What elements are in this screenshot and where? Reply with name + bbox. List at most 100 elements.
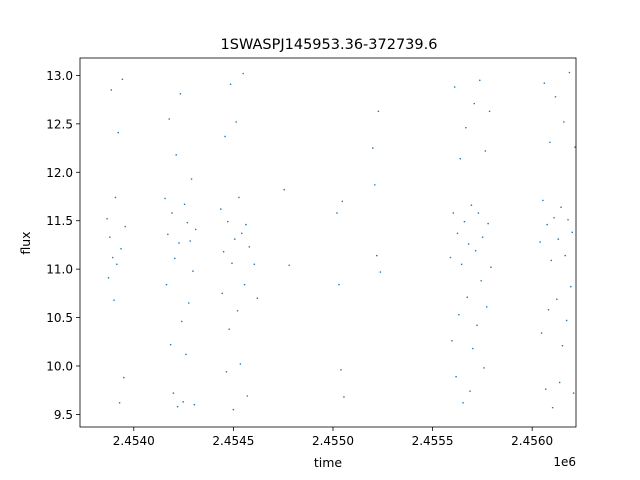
data-point — [235, 121, 237, 123]
data-point — [221, 292, 224, 295]
data-point — [556, 298, 558, 300]
data-point — [222, 250, 225, 253]
data-point — [192, 270, 194, 272]
x-axis: 2.4540 2.4545 2.4550 2.4555 2.4560 — [113, 427, 553, 448]
x-tick-label: 2.4550 — [312, 434, 354, 448]
data-point — [183, 203, 186, 206]
data-point — [564, 254, 567, 257]
data-point — [193, 403, 196, 406]
data-point — [549, 141, 551, 144]
data-point — [340, 369, 342, 371]
data-point — [178, 242, 180, 244]
data-point — [113, 299, 115, 301]
y-axis-label: flux — [18, 231, 33, 254]
data-point — [233, 238, 236, 240]
data-point — [238, 196, 240, 199]
data-point — [231, 262, 233, 265]
data-point — [248, 246, 251, 248]
data-point — [187, 302, 190, 304]
data-point — [189, 240, 191, 242]
y-tick-label: 12.5 — [46, 117, 73, 131]
data-point — [567, 218, 569, 221]
data-point — [481, 236, 484, 238]
data-point — [194, 228, 197, 231]
data-point — [175, 154, 178, 156]
data-point — [472, 347, 474, 350]
data-point — [111, 256, 114, 259]
data-point — [469, 390, 471, 392]
data-point — [228, 328, 230, 330]
x-tick-label: 2.4545 — [212, 434, 254, 448]
data-point — [240, 232, 243, 235]
data-point — [283, 188, 285, 191]
data-point — [465, 126, 467, 129]
data-point — [487, 222, 489, 225]
data-point — [553, 217, 555, 219]
y-tick-label: 10.0 — [46, 359, 73, 373]
y-tick-label: 11.5 — [46, 214, 73, 228]
data-point — [561, 344, 564, 347]
data-point — [467, 243, 470, 245]
data-point — [232, 408, 235, 411]
data-point — [338, 283, 340, 286]
y-tick-label: 10.5 — [46, 311, 73, 325]
y-tick-label: 11.0 — [46, 263, 73, 277]
data-point — [563, 121, 565, 123]
x-offset-label: 1e6 — [553, 455, 576, 469]
data-point — [546, 223, 548, 226]
data-point — [476, 324, 478, 327]
data-point — [474, 249, 477, 252]
data-point — [377, 110, 380, 113]
data-point — [551, 406, 554, 409]
data-point — [224, 135, 226, 138]
y-tick-label: 9.5 — [54, 408, 73, 422]
data-point — [463, 220, 466, 223]
data-point — [114, 196, 117, 199]
y-tick-label: 13.0 — [46, 69, 73, 83]
data-point — [109, 236, 111, 238]
data-point — [117, 131, 120, 134]
data-point — [172, 392, 175, 394]
data-point — [288, 264, 290, 267]
data-point — [379, 271, 382, 273]
data-point — [473, 102, 476, 105]
data-point — [253, 263, 256, 266]
data-point — [236, 309, 239, 312]
data-point — [477, 212, 480, 214]
data-point — [456, 232, 459, 235]
data-point — [256, 297, 259, 299]
data-point — [336, 212, 338, 214]
x-tick-label: 2.4540 — [113, 434, 155, 448]
data-point — [451, 340, 453, 342]
data-point — [374, 184, 376, 186]
data-point — [470, 204, 473, 207]
data-point — [220, 208, 222, 210]
data-point — [171, 212, 173, 214]
data-point — [116, 263, 118, 266]
data-point — [466, 296, 469, 299]
data-point — [242, 72, 244, 75]
data-point — [179, 93, 182, 95]
data-point — [554, 95, 557, 98]
data-point — [550, 259, 553, 262]
data-point — [539, 241, 541, 243]
data-point — [121, 78, 124, 81]
data-point — [246, 395, 249, 397]
data-point — [107, 277, 110, 279]
data-point — [169, 343, 172, 346]
data-point — [239, 363, 242, 365]
data-point — [453, 86, 456, 88]
data-point — [343, 396, 345, 398]
data-point — [245, 223, 247, 226]
data-point — [565, 319, 568, 322]
data-point — [106, 217, 108, 220]
data-point — [452, 212, 455, 214]
data-point — [557, 238, 560, 240]
data-point — [560, 206, 562, 208]
data-point — [190, 178, 193, 180]
data-point — [164, 197, 166, 200]
data-point — [185, 353, 187, 356]
data-point — [460, 263, 463, 266]
data-point — [462, 401, 464, 404]
x-tick-label: 2.4560 — [511, 434, 553, 448]
